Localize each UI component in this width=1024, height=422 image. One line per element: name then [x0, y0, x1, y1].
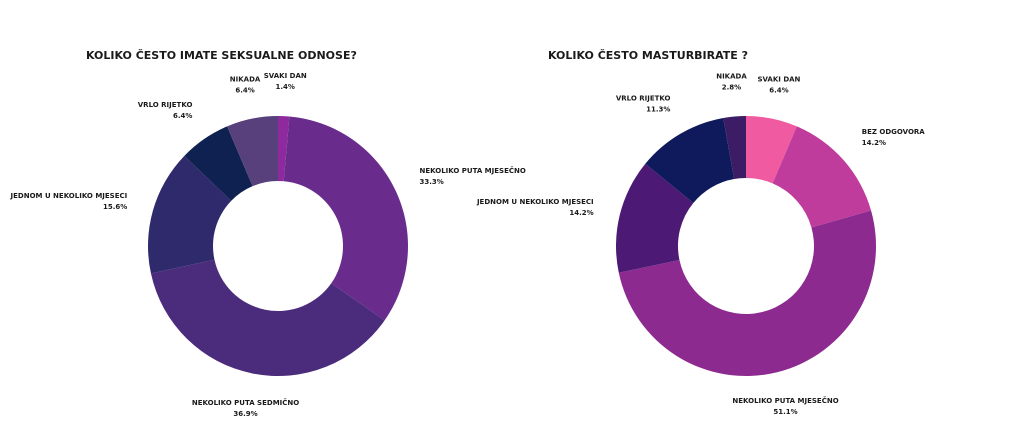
slice-value: 6.4%: [769, 86, 788, 94]
slice-value: 51.1%: [773, 408, 797, 416]
slice-label: NIKADA: [716, 73, 747, 81]
slice-value: 1.4%: [276, 83, 295, 91]
slice-label: NEKOLIKO PUTA MJESEČNO: [732, 396, 838, 405]
slice-label: VRLO RIJETKO: [616, 95, 671, 103]
donut-slice: [746, 116, 797, 184]
slice-label: BEZ ODGOVORA: [862, 128, 926, 136]
donut-slice: [772, 126, 872, 228]
donut-slice: [618, 210, 876, 377]
slice-label: NEKOLIKO PUTA MJESEČNO: [420, 166, 526, 175]
slice-value: 36.9%: [233, 410, 257, 418]
slice-label: NIKADA: [230, 75, 261, 83]
donut-slice: [278, 116, 290, 182]
donut-slice: [150, 259, 385, 376]
donut-slice: [616, 163, 694, 273]
slice-value: 2.8%: [722, 84, 741, 92]
slice-value: 6.4%: [173, 112, 192, 120]
slice-label: SVAKI DAN: [264, 72, 307, 80]
slice-label: JEDNOM U NEKOLIKO MJESECI: [476, 198, 594, 206]
slice-label: JEDNOM U NEKOLIKO MJESECI: [10, 192, 128, 200]
slice-value: 14.2%: [569, 209, 593, 217]
donut-slice: [184, 126, 253, 201]
donut-slice: [148, 155, 232, 274]
donut-slice: [723, 116, 746, 180]
slice-label: SVAKI DAN: [757, 75, 800, 83]
donut-slice: [645, 118, 735, 203]
slice-value: 33.3%: [420, 178, 444, 186]
slice-value: 14.2%: [862, 139, 886, 147]
slice-value: 6.4%: [235, 86, 254, 94]
slice-label: VRLO RIJETKO: [138, 101, 193, 109]
donut-slice: [283, 116, 408, 321]
slice-value: 11.3%: [646, 106, 670, 114]
slice-label: NEKOLIKO PUTA SEDMIČNO: [192, 398, 299, 407]
slice-value: 15.6%: [103, 203, 127, 211]
donut-slice: [227, 116, 278, 187]
chart-title: KOLIKO ČESTO MASTURBIRATE ?: [548, 49, 748, 62]
chart-title: KOLIKO ČESTO IMATE SEKSUALNE ODNOSE?: [86, 49, 357, 62]
